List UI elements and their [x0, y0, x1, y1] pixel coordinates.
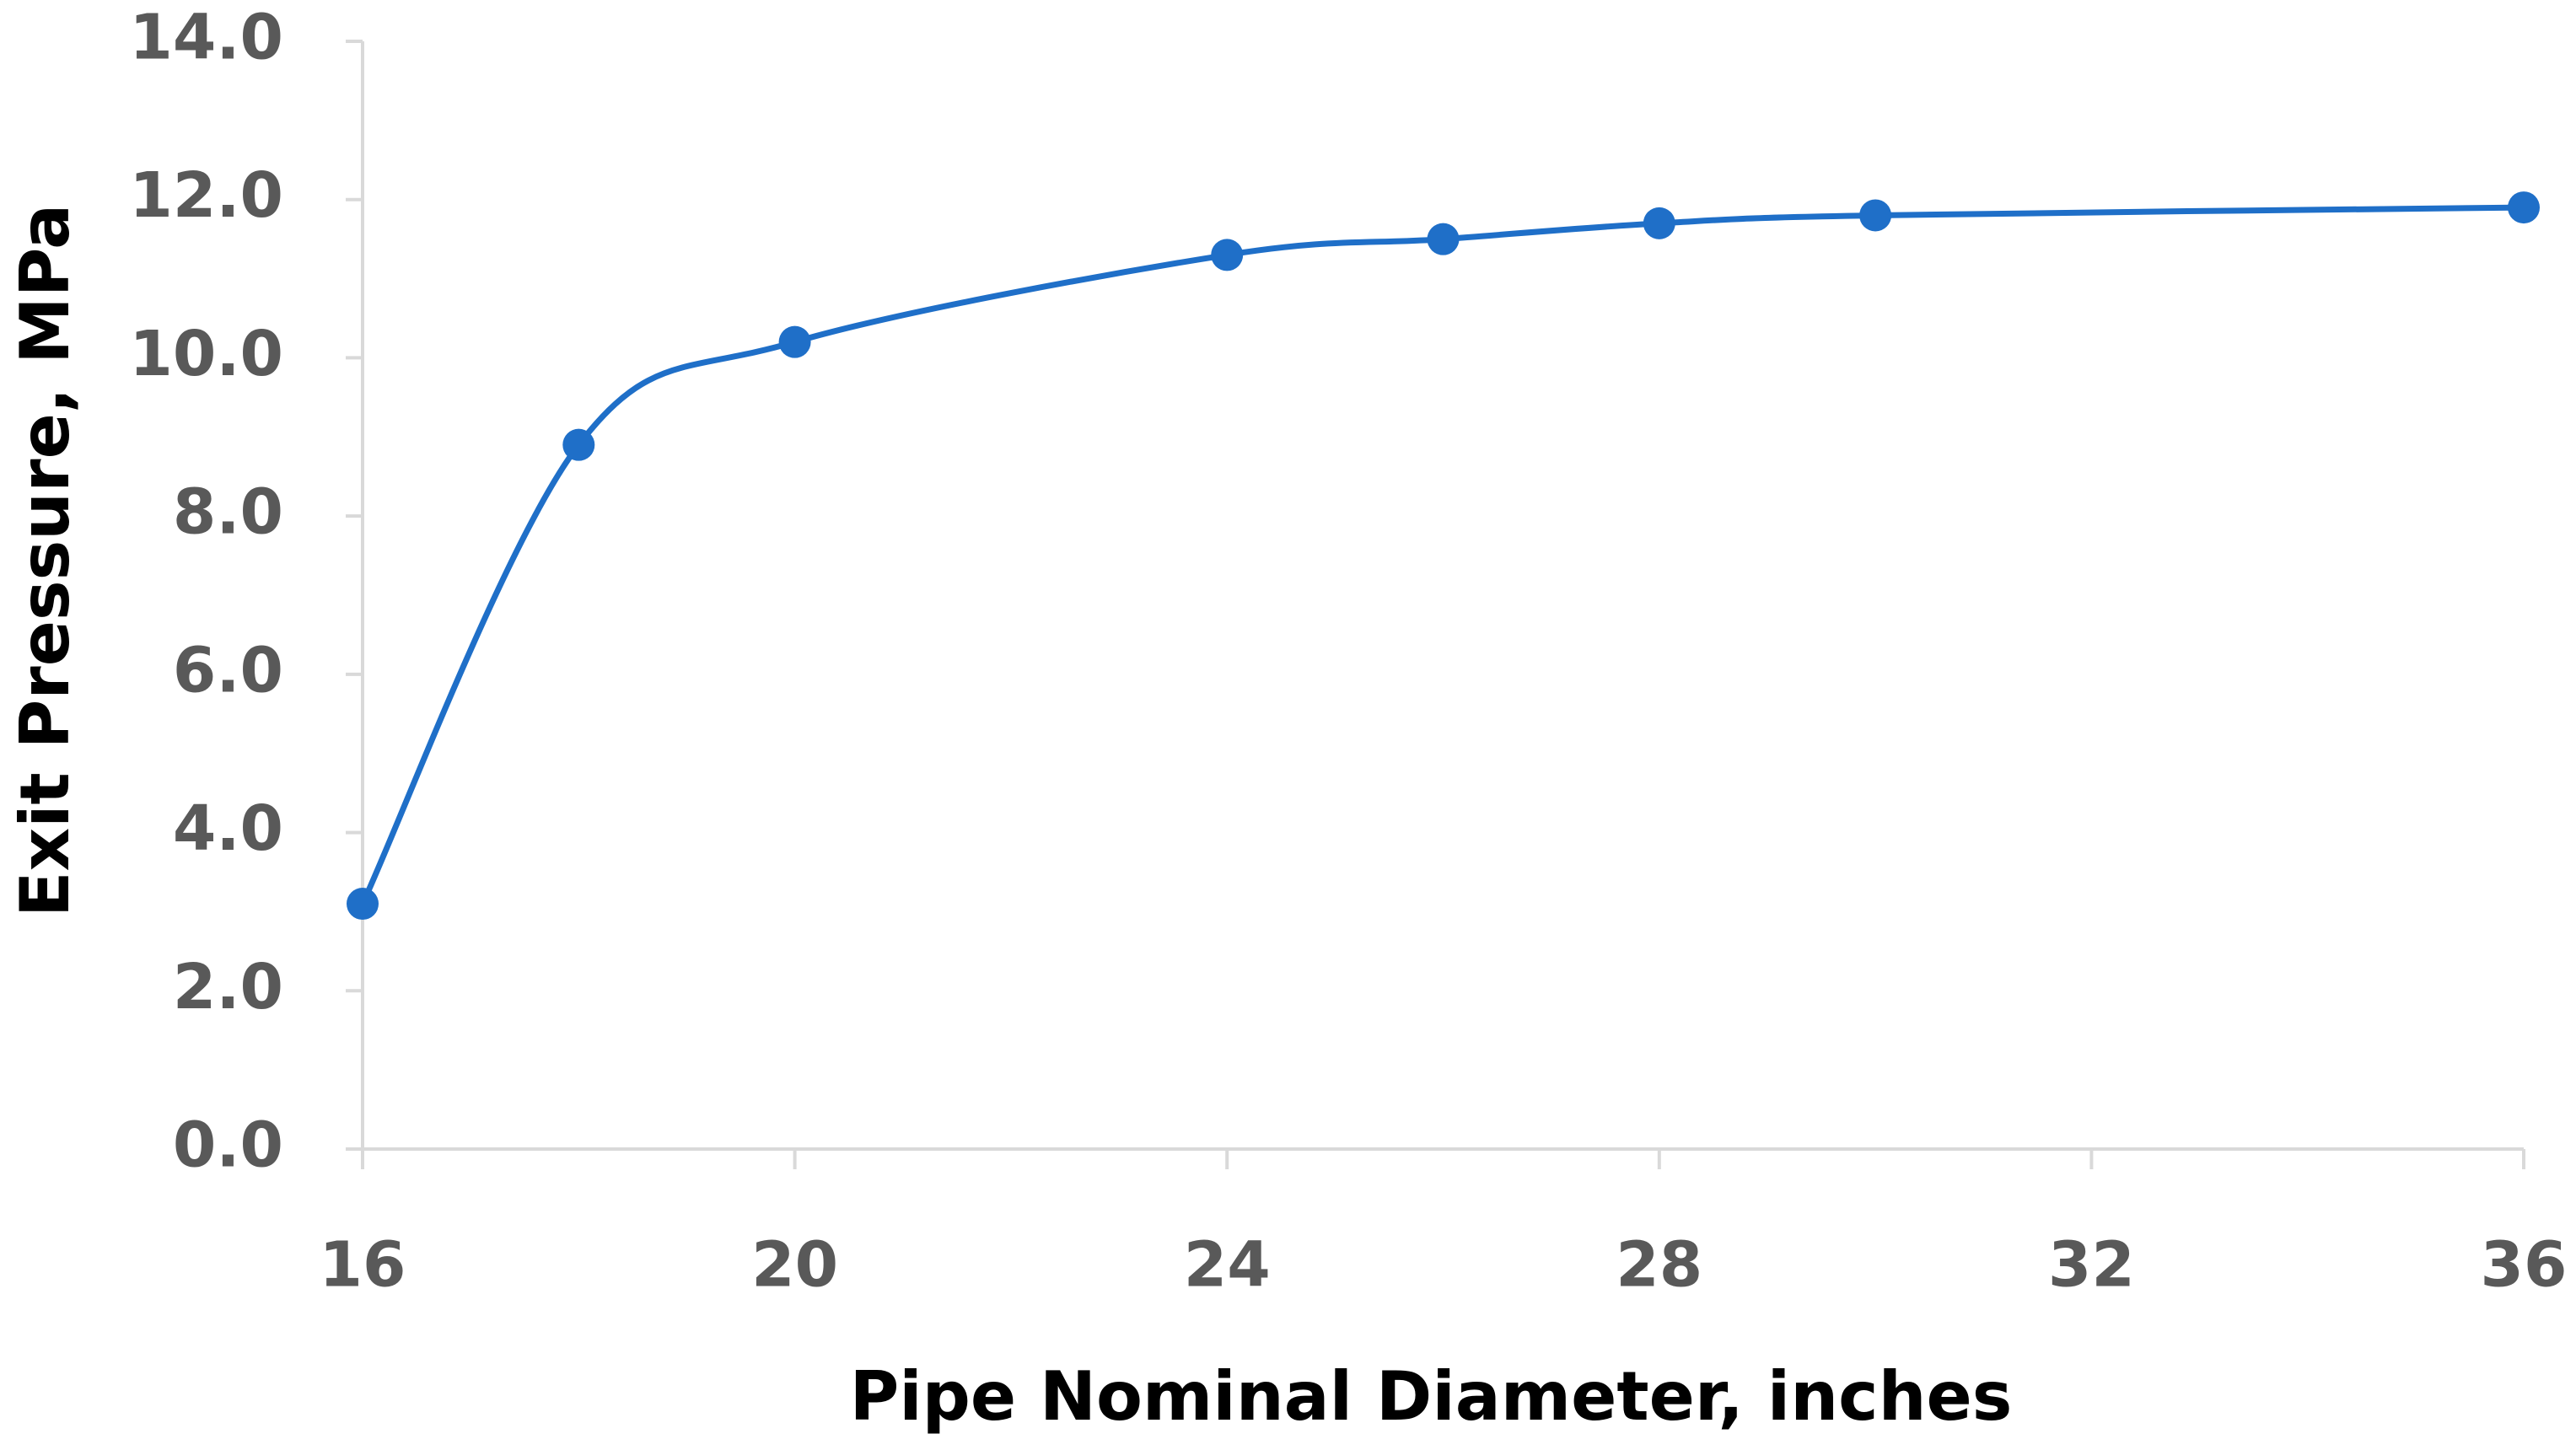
y-axis-title: Exit Pressure, MPa: [6, 204, 84, 917]
data-point: [1859, 199, 1892, 232]
y-tick-label: 14.0: [129, 2, 283, 74]
y-tick-label: 12.0: [129, 159, 283, 232]
x-tick-label: 36: [2481, 1229, 2568, 1302]
data-point: [562, 428, 595, 461]
y-tick-label: 4.0: [173, 792, 283, 865]
y-tick-label: 10.0: [129, 318, 283, 390]
x-tick-label: 32: [2048, 1229, 2135, 1302]
data-point: [2508, 191, 2540, 224]
x-tick-label: 24: [1184, 1229, 1271, 1302]
data-point: [1643, 207, 1675, 239]
data-line: [359, 204, 2525, 905]
data-point: [1211, 239, 1244, 271]
x-tick-label: 16: [320, 1229, 406, 1302]
y-tick-label: 8.0: [173, 476, 283, 549]
y-tick-label: 6.0: [173, 634, 283, 706]
x-tick-label: 28: [1616, 1229, 1702, 1302]
x-axis-title: Pipe Nominal Diameter, inches: [850, 1357, 2013, 1436]
y-tick-label: 0.0: [173, 1109, 283, 1182]
y-tick-label: 2.0: [173, 951, 283, 1023]
data-point: [778, 325, 811, 358]
data-point: [1427, 223, 1460, 255]
data-point: [347, 888, 379, 921]
x-tick-label: 20: [751, 1229, 838, 1302]
